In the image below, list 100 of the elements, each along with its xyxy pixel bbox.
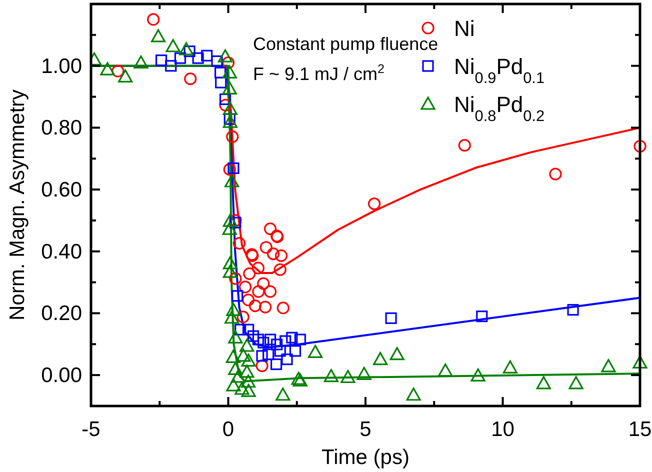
point	[222, 56, 235, 70]
point	[147, 13, 160, 26]
point	[222, 114, 238, 128]
point	[134, 55, 148, 69]
point	[458, 139, 471, 152]
point	[271, 338, 283, 350]
x-tick-label: 5	[360, 418, 372, 441]
annotation: F ~ 9.1 mJ / cm$^{2}$	[253, 62, 385, 84]
y-tick-label: 0.20	[41, 302, 82, 326]
point	[241, 384, 256, 397]
point	[224, 310, 240, 324]
point	[274, 263, 286, 276]
point	[222, 81, 237, 95]
point	[262, 348, 274, 360]
point	[324, 369, 338, 382]
y-tick-label: 1.00	[41, 54, 82, 78]
point	[266, 248, 280, 260]
x-tick-label: -5	[82, 418, 100, 441]
point	[232, 290, 244, 302]
point	[229, 272, 242, 285]
point	[276, 388, 290, 401]
point	[228, 330, 243, 344]
point	[270, 358, 282, 370]
point	[280, 335, 292, 347]
point	[211, 55, 223, 68]
point	[252, 262, 264, 274]
point	[222, 65, 237, 78]
point	[601, 359, 616, 372]
point	[232, 237, 246, 250]
point	[242, 324, 254, 336]
point	[242, 294, 255, 306]
point	[238, 280, 252, 294]
point	[390, 347, 404, 360]
y-axis-title: Norm. Magn. Asymmetry	[6, 88, 29, 321]
legend-label: Ni$_{0.9}$Pd$_{0.1}$	[454, 54, 545, 86]
point	[240, 364, 254, 378]
point	[240, 374, 256, 388]
point	[264, 222, 277, 236]
point	[236, 348, 251, 362]
point	[228, 362, 243, 375]
y-tick-label: 0.80	[41, 116, 82, 140]
y-tick-label: 0.60	[41, 178, 82, 202]
point	[406, 388, 421, 401]
point	[226, 302, 241, 316]
point	[549, 168, 562, 180]
point	[201, 50, 213, 62]
point	[222, 214, 238, 227]
x-tick-label: 15	[628, 418, 652, 441]
point	[214, 66, 226, 78]
point	[308, 344, 323, 358]
point	[373, 352, 388, 366]
point	[438, 363, 453, 377]
point	[184, 72, 197, 86]
point	[150, 29, 166, 42]
point	[258, 336, 270, 348]
point	[234, 382, 250, 395]
legend-label: Ni	[454, 16, 475, 41]
point	[219, 98, 232, 112]
point	[218, 49, 233, 62]
x-tick-label: 10	[491, 418, 514, 441]
point	[166, 39, 180, 52]
point	[165, 60, 177, 72]
point	[368, 197, 381, 210]
point	[256, 350, 268, 362]
point	[568, 376, 584, 390]
point	[252, 285, 265, 298]
point	[289, 345, 302, 357]
point	[257, 277, 270, 290]
point	[632, 355, 648, 369]
point	[264, 334, 276, 346]
point	[470, 368, 486, 382]
point	[226, 130, 239, 143]
point	[222, 222, 237, 235]
point	[385, 312, 397, 324]
point	[252, 334, 264, 346]
point	[112, 64, 124, 78]
point	[259, 300, 272, 314]
point	[356, 366, 372, 380]
point	[274, 345, 286, 357]
point	[155, 54, 168, 66]
point	[634, 140, 646, 153]
point	[224, 174, 240, 188]
point	[536, 376, 551, 390]
point	[215, 76, 227, 88]
point	[274, 249, 288, 262]
y-tick-label: 0.40	[41, 240, 82, 264]
point	[340, 370, 356, 384]
point	[476, 310, 488, 322]
point	[241, 354, 256, 367]
point	[243, 267, 256, 280]
point	[222, 256, 238, 270]
point	[228, 162, 240, 174]
y-tick-label: 0.00	[41, 364, 82, 388]
point	[502, 360, 518, 374]
point	[226, 350, 240, 363]
point	[294, 334, 306, 346]
point	[236, 310, 250, 324]
point	[240, 338, 254, 352]
point	[247, 330, 260, 342]
point	[222, 102, 238, 115]
